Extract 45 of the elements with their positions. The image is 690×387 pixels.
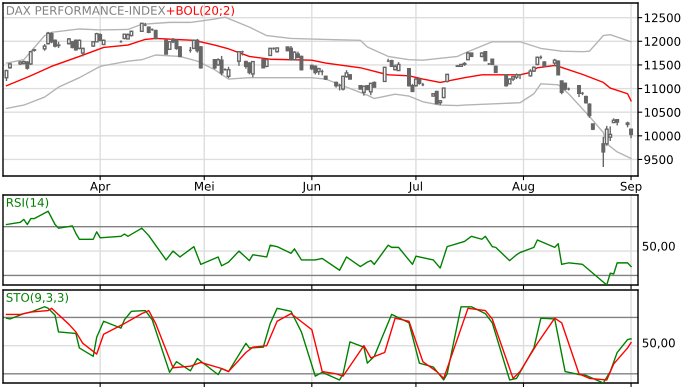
candlestick bbox=[154, 29, 158, 40]
text: 50,00 bbox=[642, 338, 675, 349]
y-tick-label: 11500 bbox=[644, 60, 680, 70]
x-tick-label: Aug bbox=[512, 182, 534, 193]
candlestick bbox=[483, 50, 488, 62]
candlestick bbox=[250, 60, 255, 78]
candlestick bbox=[504, 74, 508, 88]
candlestick bbox=[442, 86, 446, 100]
candlestick bbox=[164, 39, 168, 56]
series-label: +BOL(20;2) bbox=[166, 6, 234, 16]
y-tick-label: 12500 bbox=[644, 13, 680, 22]
candlestick bbox=[629, 128, 634, 139]
series-label: STO(9,3,3) bbox=[6, 292, 68, 304]
y-tick-label: 9500 bbox=[644, 155, 673, 164]
y-tick-label: 10500 bbox=[644, 108, 680, 117]
candlestick bbox=[220, 55, 224, 76]
candlestick bbox=[368, 82, 373, 96]
x-tick-label: Mei bbox=[195, 182, 214, 191]
candlestick bbox=[212, 58, 217, 70]
x-tick-label: Jul bbox=[408, 182, 422, 193]
candlestick bbox=[28, 50, 33, 66]
y-tick-label: 11000 bbox=[644, 84, 680, 94]
chart-title: DAX PERFORMANCE-INDEX bbox=[6, 6, 166, 15]
candlestick bbox=[560, 80, 564, 95]
candlestick bbox=[226, 66, 231, 79]
text: 50,00 bbox=[642, 242, 675, 252]
line-series bbox=[6, 54, 632, 160]
candlestick bbox=[236, 50, 241, 67]
candlestick bbox=[577, 84, 582, 98]
x-tick-label: Apr bbox=[90, 182, 110, 193]
series-label: RSI(14) bbox=[6, 198, 48, 208]
y-tick-label: 10000 bbox=[644, 132, 680, 140]
candlestick bbox=[382, 66, 387, 83]
candlestick bbox=[341, 75, 346, 92]
candlestick bbox=[556, 60, 560, 76]
candlestick bbox=[50, 32, 54, 44]
line-series bbox=[6, 38, 632, 102]
candlestick bbox=[362, 85, 366, 96]
candlestick bbox=[608, 126, 612, 142]
candlestick bbox=[434, 90, 439, 105]
candlestick bbox=[289, 45, 293, 62]
x-tick-label: Sep bbox=[620, 182, 642, 193]
line-series bbox=[6, 16, 632, 64]
x-tick-label: Jun bbox=[302, 182, 320, 193]
y-tick-label: 12000 bbox=[644, 37, 680, 46]
